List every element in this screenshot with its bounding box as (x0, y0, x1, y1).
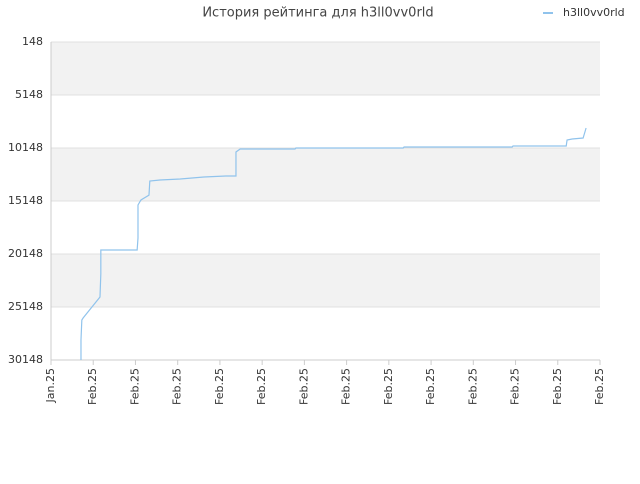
x-tick-label: Feb.25 (128, 368, 141, 405)
x-tick-label: Jan.25 (44, 368, 57, 403)
x-tick-label: Feb.25 (213, 368, 226, 405)
x-tick-label: Feb.25 (171, 368, 184, 405)
x-tick-label: Feb.25 (340, 368, 353, 405)
x-tick-label: Feb.25 (382, 368, 395, 405)
x-tick-label: Feb.25 (297, 368, 310, 405)
grid-band (51, 42, 600, 95)
grid-band (51, 254, 600, 307)
x-tick-label: Feb.25 (551, 368, 564, 405)
x-tick-label: Feb.25 (255, 368, 268, 405)
x-tick-label: Feb.25 (466, 368, 479, 405)
x-tick-label: Feb.25 (593, 368, 606, 405)
legend-label: h3ll0vv0rld (563, 6, 625, 19)
y-tick-label: 5148 (15, 88, 43, 101)
y-tick-label: 25148 (8, 300, 43, 313)
grid-band (51, 148, 600, 201)
y-tick-label: 148 (22, 35, 43, 48)
y-tick-label: 10148 (8, 141, 43, 154)
x-tick-label: Feb.25 (509, 368, 522, 405)
x-tick-label: Feb.25 (424, 368, 437, 405)
y-tick-label: 30148 (8, 353, 43, 366)
y-tick-label: 20148 (8, 247, 43, 260)
y-tick-label: 15148 (8, 194, 43, 207)
chart-title: История рейтинга для h3ll0vv0rld (202, 6, 433, 21)
x-tick-label: Feb.25 (86, 368, 99, 405)
line-series (80, 127, 587, 360)
